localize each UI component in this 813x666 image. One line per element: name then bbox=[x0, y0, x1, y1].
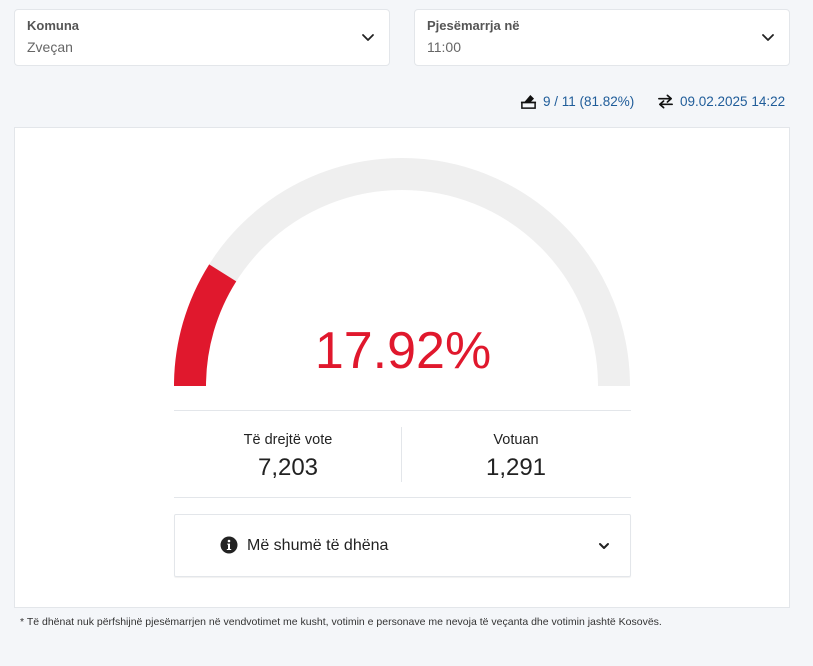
voted-stat: Votuan 1,291 bbox=[402, 411, 630, 498]
more-data-label: Më shumë të dhëna bbox=[247, 537, 389, 554]
turnout-gauge bbox=[174, 158, 630, 387]
ballot-box-icon bbox=[520, 94, 537, 109]
exchange-arrows-icon bbox=[658, 94, 673, 108]
stations-reported: 9 / 11 (81.82%) bbox=[520, 91, 634, 111]
pjesemarrja-label: Pjesëmarrja në bbox=[427, 18, 520, 33]
info-icon bbox=[220, 536, 238, 554]
pjesemarrja-value: 11:00 bbox=[427, 39, 461, 55]
komuna-value: Zveçan bbox=[27, 39, 73, 55]
chevron-down-icon bbox=[762, 34, 774, 41]
komuna-select[interactable]: Komuna Zveçan bbox=[14, 9, 390, 66]
more-data-accordion[interactable]: Më shumë të dhëna bbox=[174, 514, 631, 577]
last-updated: 09.02.2025 14:22 bbox=[657, 91, 785, 111]
stations-text: 9 / 11 (81.82%) bbox=[543, 93, 635, 109]
updated-text: 09.02.2025 14:22 bbox=[680, 93, 786, 109]
eligible-voters-label: Të drejtë vote bbox=[243, 432, 333, 448]
eligible-voters-value: 7,203 bbox=[257, 454, 319, 481]
komuna-label: Komuna bbox=[27, 18, 79, 33]
chevron-down-icon bbox=[362, 34, 374, 41]
stats-row: Të drejtë vote 7,203 Votuan 1,291 bbox=[174, 410, 631, 498]
stats-divider bbox=[401, 427, 402, 482]
pjesemarrja-select[interactable]: Pjesëmarrja në 11:00 bbox=[414, 9, 790, 66]
eligible-voters-stat: Të drejtë vote 7,203 bbox=[174, 411, 402, 498]
voted-label: Votuan bbox=[493, 432, 539, 448]
gauge-fill bbox=[174, 264, 237, 387]
turnout-card: 17.92% Të drejtë vote 7,203 Votuan 1,291… bbox=[14, 127, 790, 608]
footnote: * Të dhënat nuk përfshijnë pjesëmarrjen … bbox=[20, 616, 662, 628]
chevron-down-icon bbox=[599, 543, 609, 549]
voted-value: 1,291 bbox=[485, 454, 547, 481]
turnout-percent: 17.92% bbox=[314, 322, 492, 380]
